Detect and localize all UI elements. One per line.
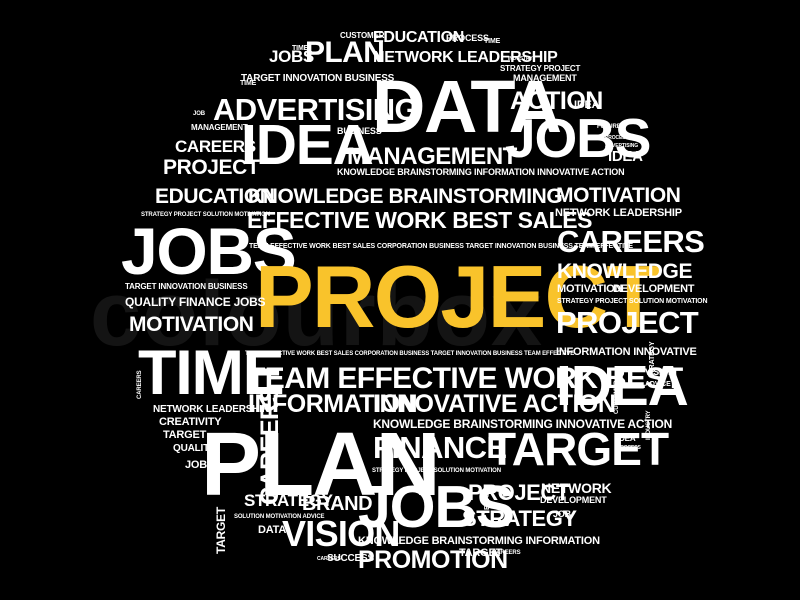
- cloud-word: STRATEGY PROJECT SOLUTION MOTIVATION: [372, 468, 501, 474]
- cloud-word: ADVERTISING: [605, 143, 639, 149]
- cloud-word: ADVERTISING: [213, 92, 419, 127]
- cloud-word: TIME: [292, 45, 309, 52]
- cloud-word: IDEA: [617, 434, 636, 443]
- cloud-word: STRATEGY: [244, 491, 333, 510]
- cloud-word: TARGET: [163, 429, 207, 441]
- cloud-word: CAREERS: [557, 224, 705, 259]
- cloud-word: STRATEGY: [462, 506, 577, 531]
- cloud-word: NETWORK LEADERSHIP: [555, 207, 682, 219]
- cloud-word: QUALITY FINANCE JOBS: [125, 295, 266, 309]
- cloud-word: INFORMATION INNOVATIVE: [556, 346, 697, 358]
- cloud-word: PROCESS: [446, 33, 489, 43]
- cloud-word: JOB: [553, 509, 571, 519]
- cloud-word: SOLUTION MOTIVATION ADVICE: [234, 514, 325, 520]
- cloud-word: FUTURE: [597, 124, 621, 130]
- cloud-word: FINANCE: [373, 430, 507, 465]
- cloud-word: STRATEGY PROJECT: [500, 64, 581, 73]
- cloud-word: JOB: [185, 459, 207, 471]
- cloud-word: MOTIVATION: [556, 184, 681, 207]
- cloud-word: TARGET INNOVATION BUSINESS: [241, 73, 395, 84]
- cloud-word: NETWORK: [541, 480, 612, 496]
- cloud-word: NETWORK LEADERSHIP: [373, 49, 558, 66]
- cloud-word: CAREERS: [175, 137, 256, 156]
- cloud-word: TEAM EFFECTIVE WORK BEST: [247, 362, 683, 395]
- cloud-word: JOB: [193, 111, 205, 117]
- cloud-word: VISION: [282, 513, 400, 554]
- cloud-word: TEAM EFFECTIVE WORK BEST SALES CORPORATI…: [245, 351, 575, 357]
- cloud-word: DEVELOPMENT: [540, 495, 607, 505]
- cloud-word: IDEA: [556, 354, 689, 418]
- cloud-word: INNOVATIVE ACTION: [373, 390, 616, 418]
- cloud-word: PROJECT: [468, 480, 569, 505]
- cloud-word: STRATEGY PROJECT SOLUTION MOTIVATION: [557, 298, 708, 305]
- cloud-word: QUALITY: [173, 443, 216, 454]
- cloud-word: JOBS: [121, 214, 297, 288]
- cloud-word: TEAM EFFECTIVE WORK BEST SALES CORPORATI…: [249, 243, 633, 250]
- cloud-word: MOTIVATION: [557, 283, 623, 295]
- cloud-word: EDUCATION: [373, 29, 465, 46]
- watermark: colourbox: [90, 263, 543, 365]
- cloud-word: IDEA: [574, 99, 600, 111]
- cloud-word: BUSINESS: [337, 126, 382, 136]
- cloud-word: TIME: [484, 38, 501, 45]
- cloud-word: CAREERS: [492, 550, 521, 556]
- cloud-word: VISION: [645, 367, 675, 377]
- cloud-word: CREATIVITY: [159, 416, 222, 428]
- cloud-word: DEVELOPMENT: [613, 283, 695, 295]
- cloud-word: PROCESS: [617, 445, 641, 451]
- cloud-word: DATA: [258, 524, 287, 536]
- cloud-word: TIME: [240, 80, 257, 87]
- cloud-word: CAREERS: [256, 386, 284, 505]
- headline-word: PROJECT: [255, 247, 660, 346]
- cloud-word: PROJECT: [163, 156, 260, 179]
- cloud-word: STRATEGY PROJECT SOLUTION MOTIVATION: [141, 212, 270, 218]
- cloud-word: TARGET: [459, 547, 503, 559]
- cloud-word: IDEA: [241, 113, 374, 177]
- cloud-word: EFFECTIVE WORK BEST SALES: [247, 207, 593, 233]
- cloud-word: TIME: [138, 338, 285, 408]
- cloud-word: KNOWLEDGE: [557, 260, 693, 283]
- cloud-word: INDUSTRY: [508, 56, 533, 62]
- cloud-word: MANAGEMENT: [513, 73, 577, 83]
- cloud-word: KNOWLEDGE BRAINSTORMING: [248, 185, 563, 208]
- cloud-word: TARGET INNOVATION BUSINESS: [125, 282, 248, 291]
- cloud-word: TARGET: [488, 423, 669, 475]
- cloud-word: PLAN: [305, 36, 385, 69]
- cloud-word: SUCCESS: [327, 553, 374, 564]
- cloud-word: DATA: [372, 65, 562, 148]
- cloud-word: MANAGEMENT: [191, 123, 248, 132]
- cloud-word: JOBS: [269, 47, 314, 66]
- cloud-word: MANAGEMENT: [347, 143, 517, 170]
- cloud-word: PLAN: [201, 415, 441, 515]
- cloud-word: KNOWLEDGE BRAINSTORMING INFORMATION INNO…: [337, 167, 625, 177]
- cloud-word: CAREERS: [317, 556, 341, 562]
- cloud-word: IDEA: [608, 148, 643, 165]
- cloud-word: ACTION: [510, 87, 603, 115]
- cloud-word: TARGET: [214, 507, 228, 554]
- cloud-word: KNOWLEDGE BRAINSTORMING INFORMATION: [358, 535, 600, 547]
- cloud-word: CUSTOMER: [340, 31, 385, 40]
- cloud-word: KNOWLEDGE BRAINSTORMING INNOVATIVE ACTIO…: [373, 417, 673, 431]
- cloud-word: ADVICE: [645, 381, 671, 388]
- cloud-word: EDUCATION: [155, 185, 275, 208]
- cloud-word: MOTIVATION: [129, 313, 254, 336]
- cloud-word: PROCESS: [605, 135, 629, 141]
- cloud-word: BRAND: [302, 493, 373, 515]
- cloud-word: INFORMATION: [248, 390, 418, 418]
- cloud-word: PROJECT: [556, 305, 699, 340]
- cloud-word: PROMOTION: [358, 546, 508, 574]
- cloud-word: NETWORK LEADERSHIP: [153, 404, 269, 415]
- cloud-word: JOBS: [505, 107, 651, 169]
- cloud-word: JOBS: [358, 474, 515, 540]
